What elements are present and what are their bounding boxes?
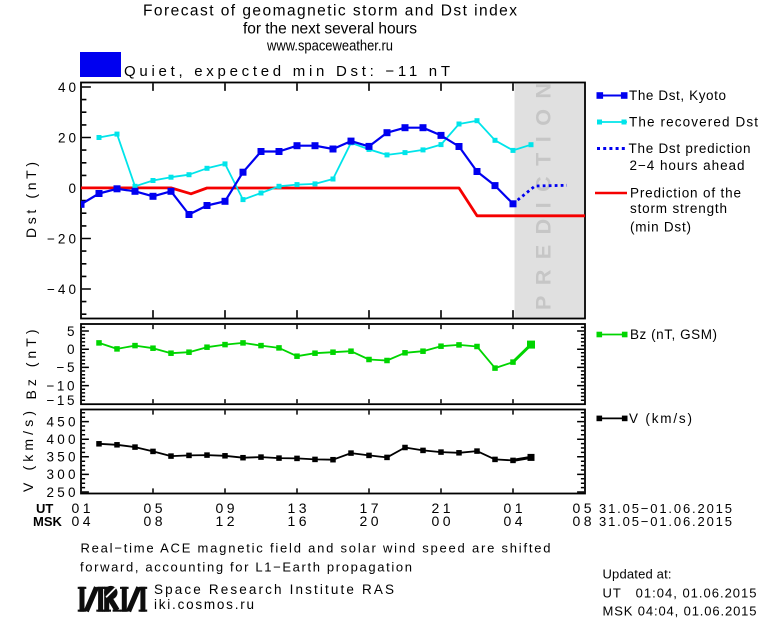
svg-text:forward, accounting for L1−Ear: forward, accounting for L1−Earth propaga…	[80, 560, 412, 575]
svg-text:www.spaceweather.ru: www.spaceweather.ru	[266, 39, 393, 55]
svg-text:350: 350	[47, 450, 76, 465]
svg-text:5: 5	[67, 324, 75, 339]
svg-text:The recovered Dst: The recovered Dst	[629, 115, 758, 130]
svg-text:Space Research Institute RAS: Space Research Institute RAS	[154, 582, 394, 597]
svg-text:Updated at:: Updated at:	[603, 567, 672, 582]
svg-text:Bz (nT, GSM): Bz (nT, GSM)	[630, 327, 717, 342]
svg-text:300: 300	[47, 467, 76, 482]
svg-text:iki.cosmos.ru: iki.cosmos.ru	[154, 597, 254, 612]
svg-text:MSK: MSK	[33, 514, 63, 529]
svg-text:storm strength: storm strength	[630, 201, 727, 216]
svg-text:−10: −10	[47, 378, 75, 393]
svg-text:Quiet, expected min Dst: −11 n: Quiet, expected min Dst: −11 nT	[124, 63, 450, 80]
svg-text:250: 250	[47, 485, 76, 500]
svg-text:31.05−01.06.2015: 31.05−01.06.2015	[599, 501, 732, 516]
svg-text:31.05−01.06.2015: 31.05−01.06.2015	[599, 514, 732, 529]
svg-text:UT: UT	[36, 501, 53, 516]
svg-text:The Dst, Kyoto: The Dst, Kyoto	[629, 88, 726, 103]
svg-text:−15: −15	[47, 393, 75, 408]
svg-text:V (km/s): V (km/s)	[629, 411, 692, 426]
svg-text:Forecast of geomagnetic storm: Forecast of geomagnetic storm and Dst in…	[143, 3, 517, 20]
svg-text:Prediction of the: Prediction of the	[630, 185, 741, 200]
svg-text:(min Dst): (min Dst)	[630, 220, 691, 235]
svg-text:0: 0	[68, 181, 76, 196]
svg-text:0: 0	[67, 342, 75, 357]
svg-text:450: 450	[47, 414, 76, 429]
svg-text:MSK 04:04, 01.06.2015: MSK 04:04, 01.06.2015	[603, 604, 757, 619]
svg-text:The Dst prediction: The Dst prediction	[629, 141, 751, 156]
svg-text:−20: −20	[47, 231, 76, 246]
svg-text:Bz (nT): Bz (nT)	[23, 330, 39, 400]
svg-text:UT 01:04, 01.06.2015: UT 01:04, 01.06.2015	[603, 586, 757, 601]
svg-text:400: 400	[47, 432, 76, 447]
svg-text:−40: −40	[47, 282, 76, 297]
svg-text:for the next several hours: for the next several hours	[243, 21, 417, 38]
svg-text:2−4 hours ahead: 2−4 hours ahead	[630, 158, 745, 173]
